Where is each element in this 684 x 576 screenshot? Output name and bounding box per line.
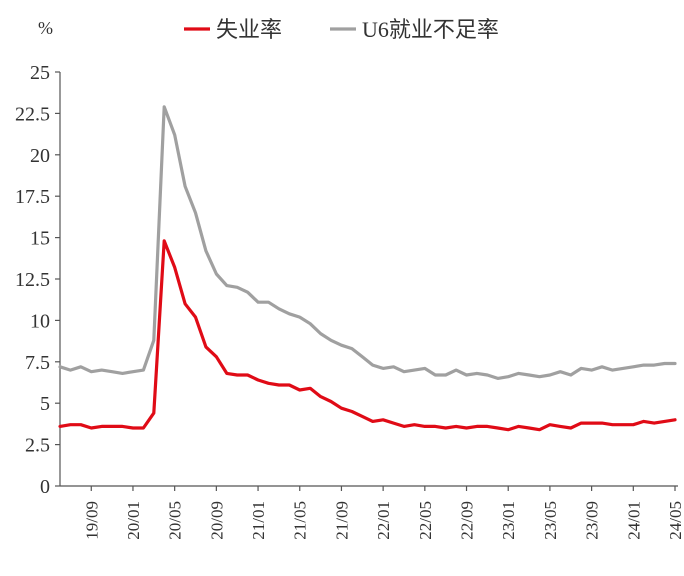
x-tick-label: 20/05 — [166, 501, 185, 540]
x-tick-label: 20/01 — [124, 501, 143, 540]
y-tick-label: 2.5 — [25, 435, 50, 457]
y-tick-label: 5 — [40, 393, 50, 415]
legend-item: U6就业不足率 — [330, 17, 499, 42]
legend-label: U6就业不足率 — [362, 17, 499, 42]
y-tick-label: 12.5 — [15, 269, 50, 291]
x-tick-label: 22/01 — [374, 501, 393, 540]
y-tick-label: 0 — [40, 476, 50, 498]
u6-underemployment-rate-line — [58, 105, 677, 380]
x-tick-label: 23/01 — [499, 501, 518, 540]
unemployment-rate-line — [58, 239, 677, 432]
y-tick-label: 10 — [30, 310, 50, 332]
x-tick-label: 24/05 — [666, 501, 684, 540]
legend: 失业率 U6就业不足率 — [184, 17, 499, 42]
plot-area — [58, 105, 677, 432]
y-tick-label: 7.5 — [25, 352, 50, 374]
x-tick-label: 20/09 — [207, 501, 226, 540]
y-tick-label: 15 — [30, 228, 50, 250]
x-tick-label: 24/01 — [624, 501, 643, 540]
x-tick-label: 22/09 — [457, 501, 476, 540]
y-tick-label: 25 — [30, 62, 50, 84]
x-tick-label: 23/05 — [541, 501, 560, 540]
y-tick-label: 17.5 — [15, 186, 50, 208]
x-tick-label: 23/09 — [583, 501, 602, 540]
x-tick-label: 21/05 — [291, 501, 310, 540]
y-axis-unit-label: % — [38, 18, 53, 38]
y-tick-label: 22.5 — [15, 103, 50, 125]
axes: 0 2.5 5 7.5 10 12.5 15 17.5 20 22.5 25 19/09 20/01 20… — [15, 62, 684, 540]
x-tick-label: 19/09 — [82, 501, 101, 540]
x-tick-label: 21/09 — [332, 501, 351, 540]
legend-item: 失业率 — [184, 17, 282, 42]
x-tick-label: 22/05 — [416, 501, 435, 540]
x-tick-label: 21/01 — [249, 501, 268, 540]
y-tick-label: 20 — [30, 145, 50, 167]
legend-label: 失业率 — [216, 17, 282, 42]
